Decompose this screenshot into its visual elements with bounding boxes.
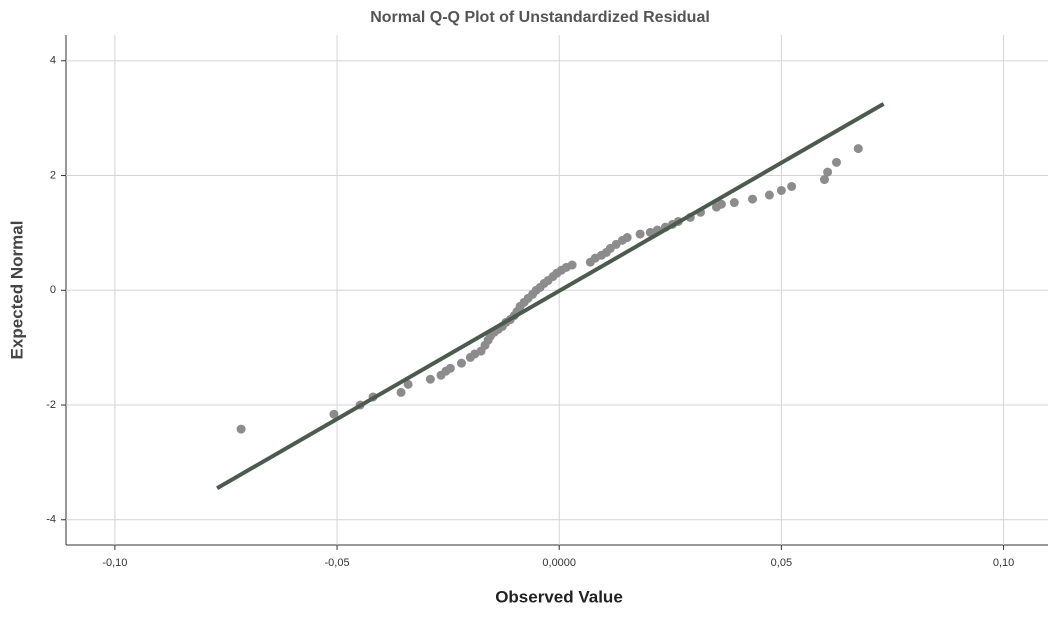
x-tick-label: 0,10 [993, 557, 1014, 569]
reference-line [216, 102, 885, 490]
point [853, 144, 863, 154]
point [425, 374, 435, 384]
point [729, 198, 739, 208]
y-tick-label: -4 [46, 514, 56, 526]
point [445, 363, 455, 373]
point [823, 167, 833, 177]
y-tick-label: -2 [46, 399, 56, 411]
point [787, 181, 797, 191]
y-tick-label: 2 [50, 169, 56, 181]
point [776, 185, 786, 195]
point [236, 424, 246, 434]
point [456, 358, 466, 368]
y-tick-label: 4 [50, 55, 56, 67]
point [716, 199, 726, 209]
point [819, 175, 829, 185]
x-tick-label: -0,05 [325, 557, 350, 569]
point [764, 190, 774, 200]
x-tick-label: -0,10 [102, 557, 127, 569]
point [622, 233, 632, 243]
point [329, 409, 339, 419]
point [567, 260, 577, 270]
chart-title: Normal Q-Q Plot of Unstandardized Residu… [370, 9, 710, 26]
point [403, 379, 413, 389]
x-tick-label: 0,0000 [542, 557, 576, 569]
x-axis-label: Observed Value [495, 587, 623, 606]
point [748, 194, 758, 204]
point [396, 387, 406, 397]
y-axis-label: Expected Normal [7, 221, 26, 360]
x-tick-label: 0,05 [771, 557, 792, 569]
y-tick-label: 0 [50, 284, 56, 296]
point [831, 157, 841, 167]
point [645, 227, 655, 237]
point [635, 229, 645, 239]
